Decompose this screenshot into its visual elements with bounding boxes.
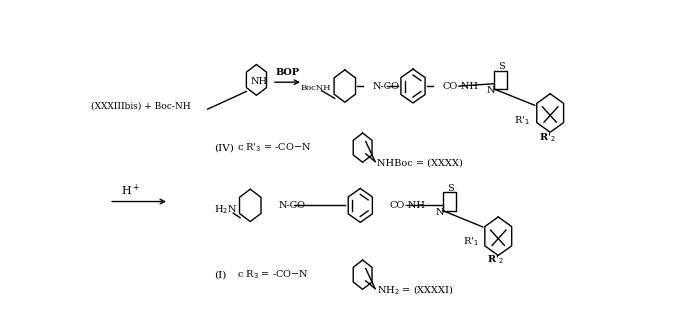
Text: CO-NH: CO-NH: [442, 82, 479, 91]
Text: N-CO: N-CO: [278, 201, 305, 210]
Text: R'$_2$: R'$_2$: [486, 253, 503, 266]
Text: H$_2$N: H$_2$N: [214, 204, 237, 216]
Text: BOP: BOP: [275, 68, 300, 77]
Text: N: N: [435, 208, 444, 217]
Text: S: S: [498, 62, 505, 71]
Text: R'$_1$: R'$_1$: [514, 114, 529, 127]
Text: N-CO: N-CO: [372, 82, 400, 91]
Text: NH: NH: [250, 77, 267, 86]
Text: BocNH: BocNH: [300, 84, 330, 92]
Text: H$^+$: H$^+$: [120, 182, 139, 198]
Text: (I): (I): [214, 270, 226, 279]
Text: (XXXIIIbis) + Boc-NH: (XXXIIIbis) + Boc-NH: [90, 102, 190, 111]
Text: R'$_1$: R'$_1$: [463, 235, 479, 248]
Text: NH$_2$ = (XXXXI): NH$_2$ = (XXXXI): [377, 283, 454, 297]
Text: CO-NH: CO-NH: [390, 201, 426, 210]
Text: c R$_3$ = -CO−N: c R$_3$ = -CO−N: [237, 268, 309, 281]
Text: c R'$_3$ = -CO−N: c R'$_3$ = -CO−N: [237, 141, 312, 154]
Text: R'$_2$: R'$_2$: [539, 131, 556, 144]
Text: NHBoc = (XXXX): NHBoc = (XXXX): [377, 159, 463, 168]
Text: N: N: [486, 86, 495, 95]
Text: S: S: [447, 184, 454, 193]
Text: (IV): (IV): [214, 143, 234, 152]
